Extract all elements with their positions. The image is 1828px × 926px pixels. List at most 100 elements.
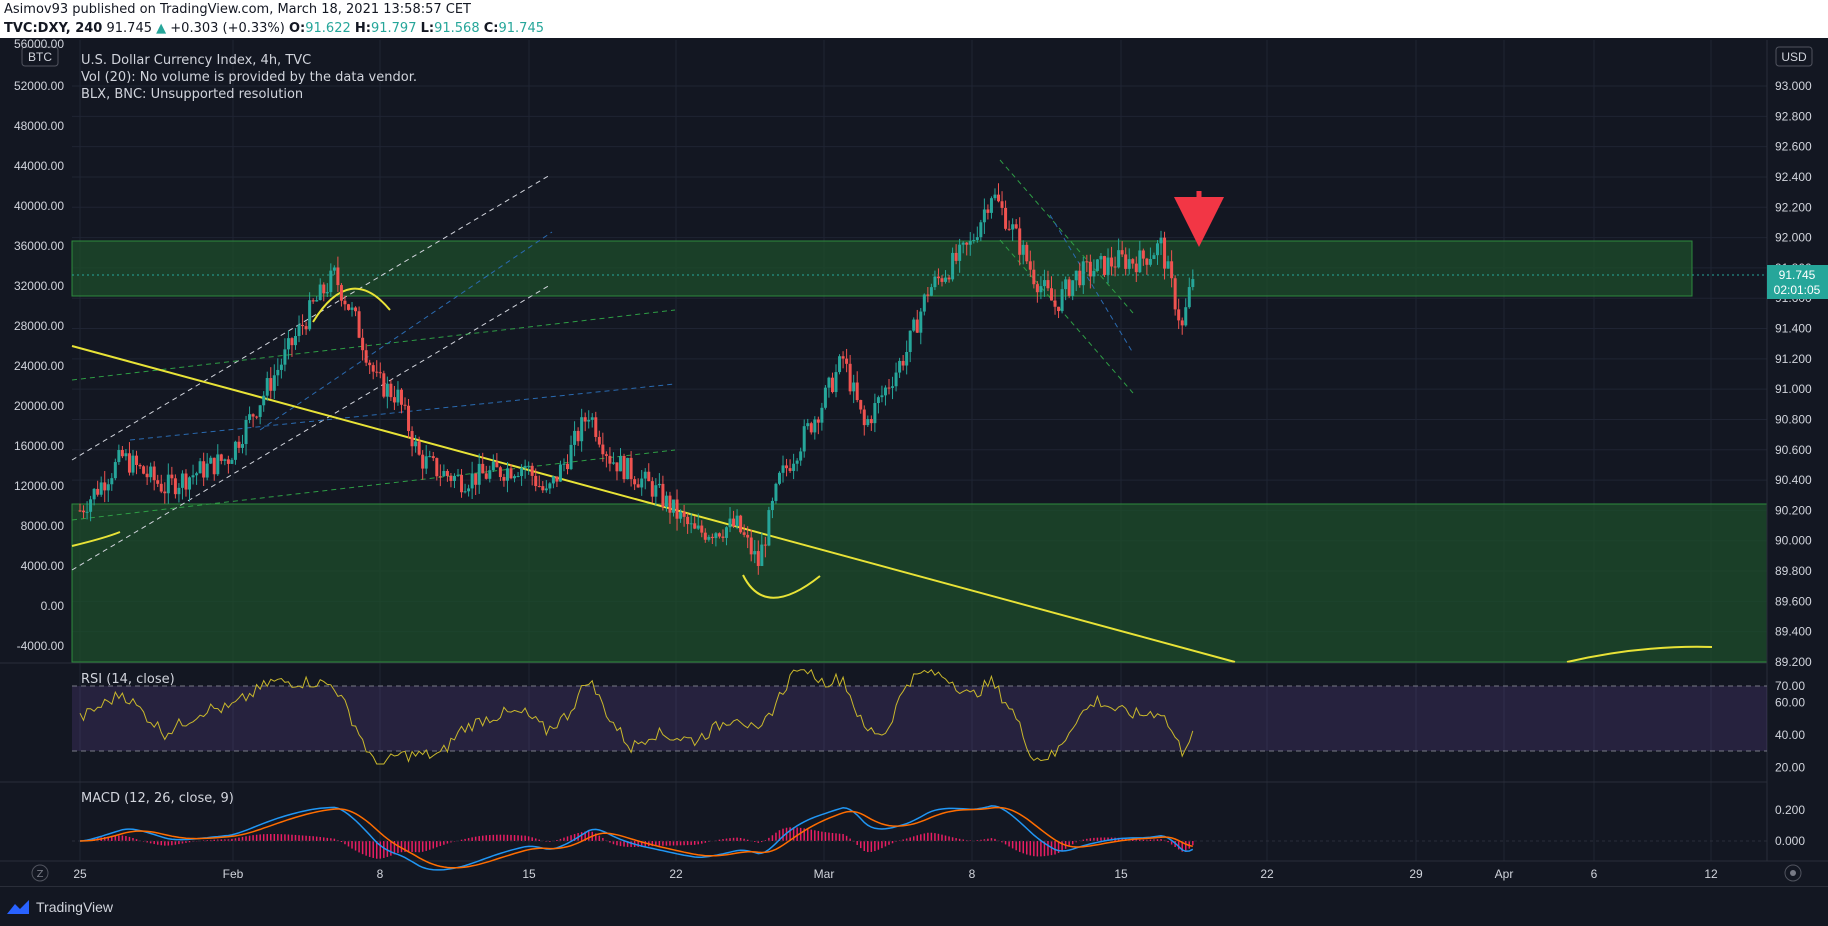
candle-body [311,300,315,302]
candle-body [1046,280,1050,289]
rsi-tick-label: 20.00 [1775,760,1805,774]
candle-body [1155,243,1159,256]
candle-body [184,473,188,490]
candle-body [1007,228,1011,230]
candle-body [99,482,103,495]
candle-body [558,464,562,482]
candle-body [329,270,333,293]
candle-body [555,476,559,482]
candle-body [389,383,393,398]
candle-body [626,457,630,480]
candle-body [929,287,933,296]
candle-body [195,473,199,476]
candle-body [668,495,672,513]
btc-tick-label: 16000.00 [14,439,64,453]
price-axis[interactable]: 93.00092.80092.60092.40092.20092.00091.8… [1775,79,1812,669]
gear-icon[interactable] [1784,864,1802,882]
close-label: C: [483,21,499,36]
candle-body [361,337,365,351]
candle-body [1184,307,1188,326]
candle-body [131,455,135,473]
candle-body [830,377,834,393]
candle-body [106,484,110,491]
candle-body [993,194,997,199]
btc-tick-label: -4000.00 [17,639,65,653]
support-zone [71,503,1768,663]
price-tick-label: 90.800 [1775,412,1812,426]
candle-body [982,209,986,223]
candle-body [293,336,297,346]
candle-body [368,362,372,366]
candle-body [933,276,937,288]
curve-bottom-annotation [742,574,821,599]
candle-body [124,453,128,457]
candle-body [290,338,294,346]
price-badge [1767,265,1828,299]
macd-tick-label: 0.000 [1775,834,1805,848]
candle-body [113,462,117,479]
time-tick-label: Mar [814,867,835,881]
candle-body [887,387,891,389]
candle-body [1053,300,1057,307]
candle-body [435,458,439,477]
brand-name[interactable]: TradingView [36,898,114,915]
candle-body [770,500,774,511]
candle-body [972,239,976,241]
candle-body [580,417,584,442]
candle-body [505,468,509,481]
btc-tick-label: 44000.00 [14,159,64,173]
candle-body [1110,257,1114,267]
candle-body [936,276,940,279]
btc-axis[interactable]: 52000.00 48000.00 44000.00 40000.00 36000.00… [14,79,64,653]
candle-body [403,404,407,406]
candle-body [601,444,605,455]
candle-body [431,456,435,459]
candle-body [138,464,142,467]
candle-body [1064,279,1068,290]
candle-body [537,486,541,488]
candle-body [241,444,245,448]
usd-unit-box[interactable] [1775,46,1813,67]
time-axis[interactable]: 25 Feb 8 15 22 Mar 8 15 22 29 Apr 6 12 [73,867,1718,881]
btc-tick-label: 52000.00 [14,79,64,93]
candle-body [573,430,577,445]
candle-body [407,405,411,432]
time-tick-label: 8 [377,867,384,881]
candle-body [845,358,849,364]
macd-line [79,805,1194,871]
blx-note: BLX, BNC: Unsupported resolution [81,87,304,102]
candle-body [96,488,100,495]
candle-body [269,378,273,391]
candle-body [1120,250,1124,255]
candle-body [173,478,177,495]
time-tick-label: 15 [522,867,536,881]
candle-body [629,457,633,480]
price-tick-label: 91.400 [1775,322,1812,336]
price-tick-label: 92.800 [1775,109,1812,123]
z-button[interactable] [31,864,49,882]
btc-unit-box[interactable] [21,46,59,67]
candle-body [675,499,679,519]
candle-body [848,363,852,392]
candle-body [788,468,792,471]
price-tick-label: 92.200 [1775,200,1812,214]
candle-body [417,441,421,455]
candle-body [548,483,552,489]
candle-body [297,324,301,337]
open-label: O: [289,21,306,36]
candle-body [110,478,114,485]
price-tick-label: 90.200 [1775,503,1812,517]
price-tick-label: 89.200 [1775,655,1812,669]
candle-body [802,426,806,452]
candle-body [594,417,598,437]
candle-body [92,488,96,500]
candle-body [756,551,760,566]
candle-body [212,457,216,475]
gear-icon-center [1790,870,1796,876]
candle-body [965,242,969,245]
candle-body [753,551,757,555]
change-arrow-icon: ▲ [156,21,167,36]
price-tick-label: 90.600 [1775,443,1812,457]
candle-body [1191,279,1195,288]
